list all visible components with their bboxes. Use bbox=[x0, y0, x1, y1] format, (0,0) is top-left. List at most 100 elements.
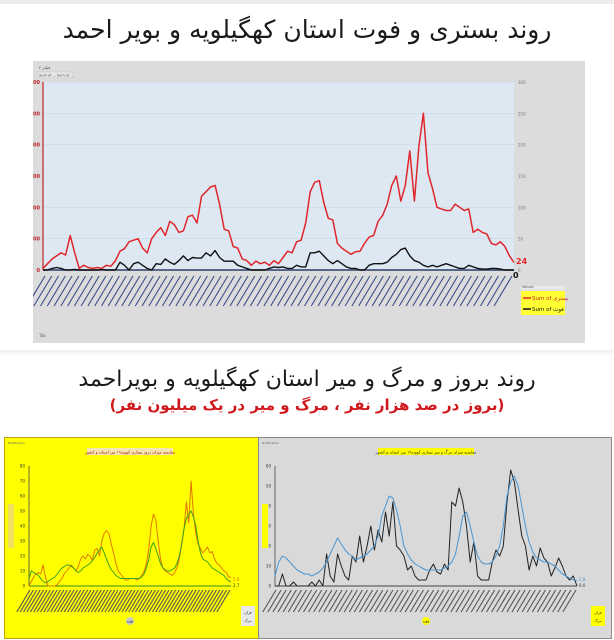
deaths-line bbox=[43, 247, 514, 271]
x-tick-label bbox=[439, 275, 459, 307]
x-tick-label bbox=[324, 275, 344, 307]
x-tick-label bbox=[473, 275, 493, 307]
svg-text:Sum of ... Sum of ...: Sum of ... Sum of ... bbox=[39, 74, 74, 78]
top-band bbox=[0, 0, 614, 4]
x-tick-label bbox=[389, 589, 404, 613]
legend-item-1[interactable]: قرآن bbox=[244, 611, 251, 615]
x-tick-label bbox=[364, 589, 379, 613]
x-tick-label bbox=[419, 589, 435, 613]
x-tick-label bbox=[562, 589, 577, 613]
x-tick-label bbox=[331, 275, 351, 307]
x-tick-label bbox=[432, 275, 452, 307]
x-tick-label bbox=[435, 589, 450, 613]
x-tick-label bbox=[185, 589, 200, 613]
x-tick-label bbox=[141, 275, 161, 307]
field-buttons[interactable] bbox=[36, 71, 74, 79]
x-tick-label bbox=[475, 589, 491, 613]
x-tick-label bbox=[40, 275, 60, 307]
section2-subtitle: (بروز در صد هزار نفر ، مرگ و میر در یک م… bbox=[109, 396, 505, 414]
x-tick-label bbox=[343, 589, 358, 613]
x-tick-label bbox=[216, 589, 231, 613]
x-tick-label bbox=[84, 589, 99, 613]
x-tick-label bbox=[33, 275, 53, 307]
legend-item-2[interactable]: مرگ bbox=[245, 618, 252, 623]
x-tick-label bbox=[33, 589, 48, 613]
x-tick-label bbox=[371, 275, 391, 307]
country-line bbox=[28, 510, 232, 584]
x-tick-label bbox=[262, 589, 277, 613]
y2-tick-label: 150 bbox=[518, 174, 526, 179]
x-tick-label bbox=[308, 589, 323, 613]
x-tick-label bbox=[276, 275, 296, 307]
x-tick-label bbox=[60, 589, 75, 613]
x-tick-label bbox=[378, 275, 398, 307]
x-tick-label bbox=[172, 589, 187, 613]
y-tick-label: 0 bbox=[37, 268, 41, 274]
x-tick-label bbox=[430, 589, 445, 613]
deaths-end-label: 0 bbox=[513, 271, 519, 280]
x-tick-label bbox=[53, 275, 73, 307]
x-tick-label bbox=[107, 589, 122, 613]
section1-title: روند بستری و فوت استان کهگیلویه و بویر ا… bbox=[62, 15, 552, 44]
x-tick-label bbox=[358, 275, 378, 307]
x-tick-label bbox=[486, 589, 501, 613]
x-tick-label bbox=[87, 275, 107, 307]
y2-tick-label: 200 bbox=[518, 143, 526, 148]
x-tick-label bbox=[479, 275, 499, 307]
legend-item-hospitalized[interactable]: Sum of بستری bbox=[532, 296, 569, 302]
x-tick-label bbox=[212, 589, 228, 613]
x-tick-label bbox=[161, 275, 181, 307]
x-tick-label bbox=[486, 275, 506, 307]
x-tick-label bbox=[511, 589, 526, 613]
x-tick-label bbox=[470, 589, 485, 613]
x-tick-label bbox=[552, 589, 567, 613]
x-tick-label bbox=[506, 589, 521, 613]
legend-item-deaths[interactable]: Sum of فوت bbox=[532, 307, 564, 313]
x-tick-label bbox=[182, 275, 202, 307]
x-tick-label bbox=[541, 589, 557, 613]
legend-item-1[interactable]: قرآن bbox=[594, 611, 601, 615]
y2-tick-label: 50 bbox=[518, 237, 524, 242]
x-tick-label bbox=[16, 589, 31, 613]
x-tick-label bbox=[195, 589, 211, 613]
incidence-line-chart: مقایسه میزان بروز بیماری کووید۱۹ بین است… bbox=[8, 441, 255, 626]
x-tick-label bbox=[165, 589, 180, 613]
x-tick-label bbox=[114, 589, 129, 613]
y-tick-label: 70 bbox=[20, 479, 26, 484]
x-tick-label bbox=[384, 589, 399, 613]
x-tick-label bbox=[23, 589, 38, 613]
x-tick-label bbox=[131, 589, 146, 613]
x-tick-label bbox=[57, 589, 72, 613]
x-tick-label bbox=[263, 275, 283, 307]
y-tick-label: 20 bbox=[266, 544, 272, 549]
x-tick-label bbox=[118, 589, 133, 613]
x-tick-label bbox=[46, 275, 66, 307]
y-tick-label: 80 bbox=[20, 464, 26, 469]
x-tick-label bbox=[404, 589, 419, 613]
x-tick-label bbox=[138, 589, 153, 613]
x-tick-label bbox=[459, 275, 479, 307]
x-tick-label bbox=[455, 589, 470, 613]
x-tick-label bbox=[297, 275, 317, 307]
x-tick-label bbox=[80, 275, 100, 307]
x-tick-label bbox=[531, 589, 546, 613]
legend: قرآن مرگ bbox=[591, 606, 605, 626]
x-tick-label bbox=[199, 589, 214, 613]
y2-tick-label: 250 bbox=[518, 111, 526, 116]
x-tick-label bbox=[466, 275, 486, 307]
x-tick-label bbox=[209, 275, 229, 307]
incidence-chart-panel: مقایسه میزان بروز بیماری کووید۱۹ بین است… bbox=[4, 437, 260, 639]
x-tick-label bbox=[277, 589, 292, 613]
legend-item-2[interactable]: مرگ bbox=[595, 618, 602, 623]
x-tick-label bbox=[465, 589, 480, 613]
x-tick-label bbox=[243, 275, 263, 307]
x-tick-label bbox=[175, 275, 195, 307]
x-tick-label bbox=[310, 275, 330, 307]
chart-title: مقایسه میزان مرگ و میر بیماری کووید۱۹ بی… bbox=[375, 450, 477, 455]
end-label-2: 0.0 bbox=[579, 583, 586, 588]
x-tick-label bbox=[141, 589, 156, 613]
y-tick-label: 500 bbox=[33, 111, 41, 117]
x-tick-label bbox=[256, 275, 276, 307]
y-tick-label: 40 bbox=[266, 504, 272, 509]
x-tick-label bbox=[496, 589, 511, 613]
